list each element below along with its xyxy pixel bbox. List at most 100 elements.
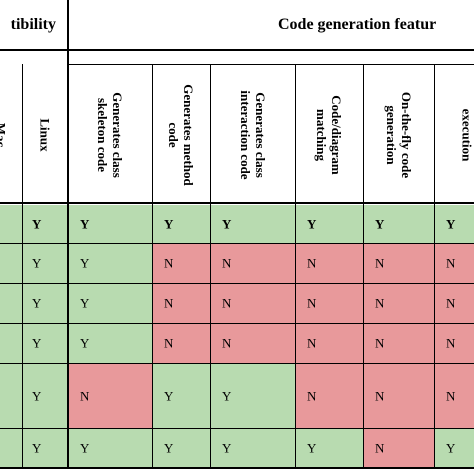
table-cell xyxy=(0,323,22,363)
cell-value: Y xyxy=(375,216,385,232)
table-cell: N xyxy=(363,363,434,428)
cell-value: Y xyxy=(222,216,232,232)
table-cell: Y xyxy=(295,205,363,243)
table-cell: Y xyxy=(210,205,295,243)
table-cell: N xyxy=(434,283,474,323)
cell-value: Y xyxy=(32,255,42,271)
table-cell: Y xyxy=(295,428,363,468)
group-header-code-generation-text: Code generation featur xyxy=(278,16,437,33)
cell-value: Y xyxy=(80,440,90,456)
cell-value: Y xyxy=(80,335,90,351)
horizontal-rule xyxy=(0,49,474,51)
cell-value: N xyxy=(375,388,385,403)
cell-value: N xyxy=(222,255,232,271)
table-cell: N xyxy=(68,363,152,428)
table-cell xyxy=(0,363,22,428)
horizontal-rule xyxy=(0,363,474,364)
table-cell: N xyxy=(363,428,434,468)
cell-value: Y xyxy=(80,255,90,271)
table-cell: N xyxy=(295,283,363,323)
horizontal-rule xyxy=(0,283,474,284)
vertical-rule xyxy=(67,0,69,468)
table-cell: N xyxy=(295,323,363,363)
table-cell: N xyxy=(295,363,363,428)
cell-value: N xyxy=(307,255,317,271)
cell-value: N xyxy=(375,295,385,311)
group-header-code-generation: Code generation featur xyxy=(70,8,474,48)
cell-value: Y xyxy=(80,295,90,311)
column-header-text: execution xyxy=(459,108,474,161)
cell-value: Y xyxy=(307,216,317,232)
vertical-rule xyxy=(210,64,211,468)
cell-value: N xyxy=(164,335,174,351)
column-header-text: Generates class interaction code xyxy=(237,89,268,180)
cell-value: N xyxy=(222,335,232,351)
horizontal-rule xyxy=(0,428,474,429)
cell-value: Y xyxy=(446,216,456,232)
column-header: Code/diagram matching xyxy=(295,66,363,203)
table-cell: Y xyxy=(68,243,152,283)
cell-value: Y xyxy=(164,216,174,232)
cell-value: N xyxy=(164,295,174,311)
vertical-rule xyxy=(363,64,364,468)
horizontal-rule xyxy=(68,64,474,65)
cell-value: N xyxy=(222,295,232,311)
cell-value: N xyxy=(80,388,90,403)
cell-value: Y xyxy=(32,440,42,456)
column-header: Generates method code xyxy=(152,66,210,203)
table-cell: N xyxy=(363,283,434,323)
table-cell: N xyxy=(434,243,474,283)
cell-value: Y xyxy=(222,388,232,403)
column-header-text: On-the-fly code generation xyxy=(383,91,414,178)
table-cell: Y xyxy=(152,205,210,243)
horizontal-rule xyxy=(0,323,474,324)
table-cell: Y xyxy=(68,428,152,468)
table-cell: N xyxy=(434,323,474,363)
vertical-rule xyxy=(22,64,23,468)
table-cell: Y xyxy=(22,243,68,283)
cell-value: N xyxy=(446,295,456,311)
cell-value: Y xyxy=(32,335,42,351)
table-cell: N xyxy=(210,243,295,283)
cell-value: Y xyxy=(446,440,456,456)
column-header: execution xyxy=(434,66,474,203)
cell-value: N xyxy=(164,255,174,271)
table-cell: Y xyxy=(363,205,434,243)
cell-value: Y xyxy=(32,295,42,311)
table-cell xyxy=(0,243,22,283)
cell-value: Y xyxy=(80,216,90,232)
vertical-rule xyxy=(434,64,435,468)
table-cell xyxy=(0,428,22,468)
table-cell: N xyxy=(434,363,474,428)
group-header-compatibility: tibility xyxy=(0,8,68,48)
cell-value: N xyxy=(307,295,317,311)
cell-value: N xyxy=(446,335,456,351)
column-header: Linux xyxy=(22,66,68,203)
table-cell xyxy=(0,283,22,323)
column-header: Mac xyxy=(0,66,22,203)
table-cell: Y xyxy=(68,323,152,363)
column-header: On-the-fly code generation xyxy=(363,66,434,203)
cell-value: N xyxy=(446,255,456,271)
table-cell: Y xyxy=(210,363,295,428)
vertical-rule xyxy=(152,64,153,468)
horizontal-rule xyxy=(0,467,474,469)
vertical-rule xyxy=(295,64,296,468)
cell-value: Y xyxy=(164,388,174,403)
column-header: Generates class interaction code xyxy=(210,66,295,203)
cell-value: Y xyxy=(32,216,42,232)
table-cell: N xyxy=(152,283,210,323)
column-header-text: Generates class skeleton code xyxy=(95,91,125,178)
table-cell: Y xyxy=(68,283,152,323)
cell-value: N xyxy=(375,335,385,351)
table-cell: Y xyxy=(22,428,68,468)
table-cell xyxy=(0,205,22,243)
horizontal-rule xyxy=(0,202,474,204)
cell-value: N xyxy=(307,388,317,403)
table-cell: Y xyxy=(434,205,474,243)
column-header-text: Mac xyxy=(0,122,9,147)
horizontal-rule xyxy=(0,243,474,244)
cell-value: N xyxy=(375,440,385,456)
